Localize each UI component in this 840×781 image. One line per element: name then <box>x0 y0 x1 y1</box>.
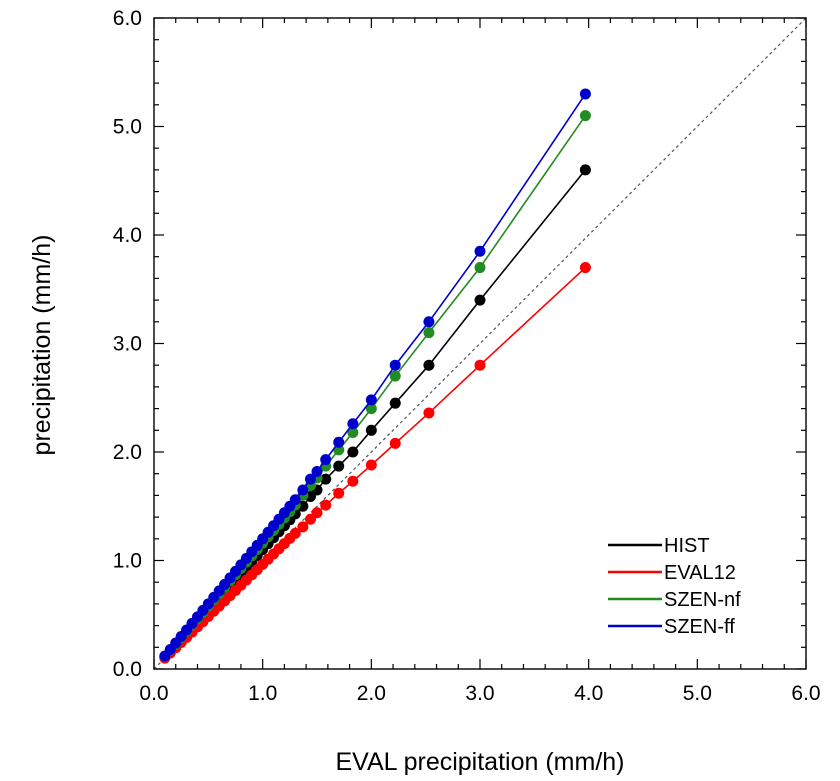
data-point <box>289 527 301 539</box>
y-axis-title: precipitation (mm/h) <box>28 235 56 456</box>
data-point <box>320 454 332 466</box>
y-tick-label: 1.0 <box>113 550 142 573</box>
data-point <box>579 164 591 176</box>
legend-entry-SZEN-nf: SZEN-nf <box>608 589 741 611</box>
y-tick-label: 4.0 <box>113 224 142 247</box>
y-tick-label: 2.0 <box>113 441 142 464</box>
data-point <box>347 426 359 438</box>
data-point <box>474 294 486 306</box>
data-point <box>423 407 435 419</box>
data-point <box>365 403 377 415</box>
y-tick-label: 6.0 <box>113 7 142 30</box>
legend-label: SZEN-ff <box>664 616 735 638</box>
data-point <box>320 473 332 485</box>
data-point <box>347 418 359 430</box>
data-point <box>474 245 486 257</box>
series-line-SZEN-ff <box>164 93 587 657</box>
legend-entry-SZEN-ff: SZEN-ff <box>608 616 735 638</box>
data-point <box>347 446 359 458</box>
series-SZEN-ff <box>159 88 591 662</box>
axis-ticks <box>153 17 807 670</box>
x-tick-label: 2.0 <box>357 682 386 705</box>
data-point <box>423 359 435 371</box>
legend-label: EVAL12 <box>664 562 736 584</box>
tick-labels: 0.0 1.0 2.0 3.0 4.0 5.0 6.0 0.0 1.0 2.0 3.0 4.0 5.0 6… <box>113 7 821 705</box>
x-tick-label: 1.0 <box>248 682 277 705</box>
data-point <box>297 484 309 496</box>
data-point <box>289 494 301 506</box>
x-tick-label: 5.0 <box>683 682 712 705</box>
data-point <box>333 460 345 472</box>
data-point <box>579 88 591 100</box>
data-point <box>297 521 309 533</box>
x-tick-label: 6.0 <box>791 682 820 705</box>
legend-label: HIST <box>664 535 710 557</box>
data-point <box>389 359 401 371</box>
legend: HIST EVAL12 SZEN-nf SZEN-ff <box>608 535 741 638</box>
legend-entry-EVAL12: EVAL12 <box>608 562 736 584</box>
data-point <box>311 507 323 519</box>
data-point <box>389 370 401 382</box>
data-point <box>320 499 332 511</box>
series-layer <box>159 88 591 664</box>
legend-label: SZEN-nf <box>664 589 741 611</box>
data-point <box>389 397 401 409</box>
series-EVAL12 <box>159 262 591 664</box>
data-point <box>579 110 591 122</box>
x-tick-label: 4.0 <box>574 682 603 705</box>
data-point <box>423 327 435 339</box>
data-point <box>304 473 316 485</box>
data-point <box>579 262 591 274</box>
y-tick-label: 5.0 <box>113 116 142 139</box>
data-point <box>365 459 377 471</box>
x-tick-label: 3.0 <box>465 682 494 705</box>
data-point <box>333 436 345 448</box>
data-point <box>365 394 377 406</box>
data-point <box>474 359 486 371</box>
legend-entry-HIST: HIST <box>608 535 710 557</box>
data-point <box>474 262 486 274</box>
data-point <box>423 316 435 328</box>
data-point <box>311 466 323 478</box>
data-point <box>333 487 345 499</box>
x-axis-title: EVAL precipitation (mm/h) <box>336 748 625 776</box>
y-tick-label: 0.0 <box>113 658 142 681</box>
data-point <box>389 437 401 449</box>
y-tick-label: 3.0 <box>113 333 142 356</box>
x-tick-label: 0.0 <box>139 682 168 705</box>
data-point <box>347 475 359 487</box>
data-point <box>365 424 377 436</box>
